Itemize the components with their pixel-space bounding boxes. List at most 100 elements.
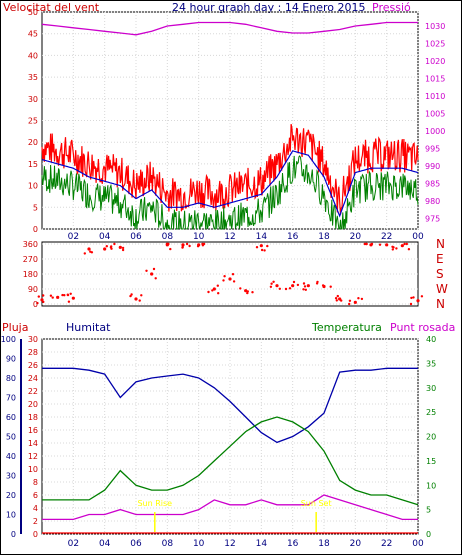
x-tick-label: 04: [99, 232, 111, 242]
direction-point: [316, 280, 319, 284]
y-tick-label-temperature: 20: [426, 433, 436, 442]
direction-point: [222, 279, 225, 282]
direction-point: [302, 282, 306, 285]
direction-point: [335, 299, 338, 302]
direction-point: [217, 292, 220, 295]
direction-point: [296, 283, 300, 287]
y-tick-label-rain: 50: [6, 433, 16, 442]
x-tick-label: 06: [130, 232, 142, 242]
y-tick-label-temperature: 35: [426, 359, 436, 368]
pressure-label: Pressió: [372, 1, 411, 14]
y-tick-label-rain: 100: [1, 335, 16, 344]
direction-point: [181, 243, 185, 247]
direction-point: [134, 297, 138, 301]
y-tick-label-pressure: 985: [425, 180, 440, 189]
direction-point: [348, 302, 351, 306]
x-tick-label: 00: [412, 232, 424, 242]
y-tick-label-rain: 0: [11, 530, 16, 539]
direction-point: [211, 289, 214, 292]
y-tick-label-direction: 0: [33, 300, 38, 309]
direction-point: [336, 294, 339, 298]
pressure-series: [41, 21, 418, 36]
y-tick-label-humidity-scale: 2: [33, 517, 38, 526]
y-tick-label-humidity-scale: 6: [33, 491, 38, 500]
y-tick-label-temperature: 0: [426, 530, 431, 539]
y-tick-label-temperature: 5: [426, 506, 431, 515]
direction-point: [121, 246, 125, 250]
chart-title: 24 hour graph day : 14 Enero 2015: [172, 1, 366, 14]
y-tick-label-humidity-scale: 18: [28, 413, 38, 422]
direction-point: [232, 280, 236, 283]
y-tick-label-rain: 80: [6, 374, 16, 383]
direction-point: [302, 288, 305, 291]
direction-point: [37, 295, 40, 298]
y-tick-label-direction: 360: [23, 240, 38, 249]
x-tick-label: 16: [287, 539, 299, 549]
direction-point: [169, 247, 172, 251]
direction-point: [370, 242, 374, 246]
direction-point: [66, 293, 70, 297]
x-tick-label: 14: [256, 232, 268, 242]
x-tick-label: 18: [318, 232, 330, 242]
direction-point: [140, 294, 143, 297]
y-tick-label-humidity-scale: 14: [28, 439, 38, 448]
direction-point: [228, 277, 232, 281]
wind-min-series: [41, 155, 419, 230]
direction-point: [42, 300, 45, 304]
direction-point: [291, 284, 295, 288]
direction-point: [196, 245, 200, 248]
x-tick-label: 02: [68, 539, 79, 549]
direction-point: [83, 252, 87, 255]
x-tick-label: 02: [68, 232, 79, 242]
direction-point: [212, 287, 216, 291]
direction-point: [239, 287, 242, 290]
y-tick-label-humidity-scale: 28: [28, 348, 38, 357]
direction-point: [321, 284, 325, 287]
direction-point: [185, 242, 189, 246]
direction-point: [275, 284, 279, 288]
direction-point: [231, 273, 235, 276]
wind-gust-series: [41, 123, 419, 215]
direction-point: [49, 294, 53, 297]
y-tick-label-temperature: 25: [426, 408, 436, 417]
rain-label: Pluja: [2, 321, 28, 334]
direction-point: [165, 242, 169, 246]
y-tick-label-wind: 40: [28, 51, 38, 60]
direction-point: [40, 298, 44, 302]
direction-point: [56, 295, 60, 299]
direction-point: [150, 273, 153, 276]
direction-point: [113, 242, 116, 246]
series-punt-rosada: [42, 494, 418, 521]
direction-point: [266, 244, 269, 248]
direction-point: [304, 288, 307, 291]
x-tick-label: 08: [162, 232, 174, 242]
y-tick-label-humidity-scale: 4: [33, 504, 38, 513]
direction-point: [360, 297, 364, 301]
direction-label: N: [436, 297, 445, 311]
direction-point: [246, 290, 249, 293]
direction-point: [244, 289, 248, 293]
direction-point: [69, 292, 72, 295]
y-tick-label-pressure: 975: [425, 215, 440, 224]
y-tick-label-rain: 20: [6, 491, 16, 500]
y-tick-label-wind: 10: [28, 182, 38, 191]
x-tick-label: 12: [224, 539, 235, 549]
humidity-label: Humitat: [66, 321, 111, 334]
y-tick-label-wind: 15: [28, 160, 38, 169]
direction-point: [188, 244, 191, 248]
direction-point: [61, 293, 64, 297]
y-tick-label-humidity-scale: 0: [33, 530, 38, 539]
y-tick-label-pressure: 990: [425, 162, 440, 171]
direction-point: [145, 269, 148, 272]
y-tick-label-pressure: 1020: [425, 57, 445, 66]
direction-point: [340, 299, 343, 302]
y-tick-label-pressure: 1000: [425, 127, 445, 136]
direction-point: [353, 300, 357, 304]
direction-point: [403, 242, 406, 246]
direction-point: [255, 246, 259, 249]
direction-point: [138, 299, 141, 302]
x-tick-label: 20: [350, 232, 362, 242]
x-tick-label: 16: [287, 232, 299, 242]
x-tick-label: 10: [193, 232, 205, 242]
